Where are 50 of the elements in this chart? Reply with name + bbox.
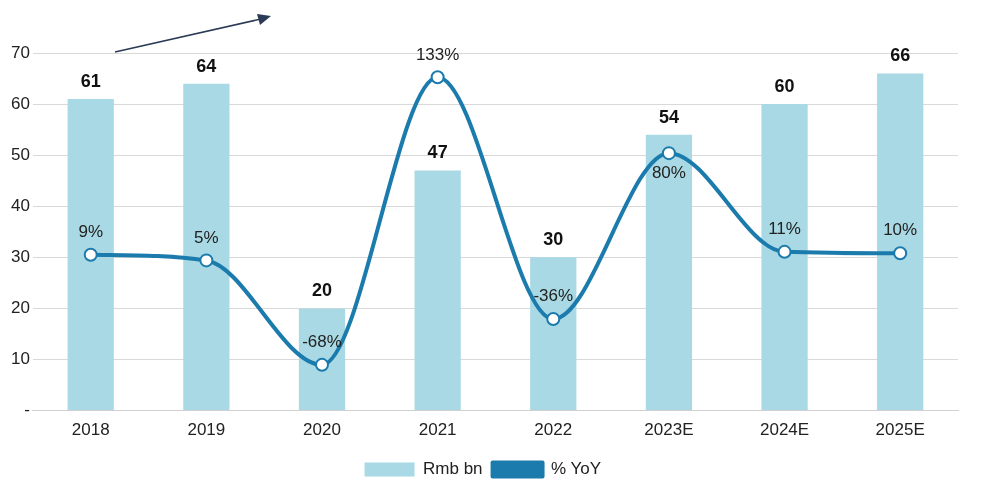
- y-tick-label: -: [24, 400, 30, 420]
- x-tick-label: 2022: [534, 420, 573, 440]
- x-tick-label: 2024E: [759, 420, 810, 440]
- point: [893, 246, 908, 261]
- data-label: 47: [427, 142, 448, 163]
- bar: [645, 134, 693, 411]
- legend-label: % YoY: [551, 459, 602, 479]
- bar: [877, 73, 924, 411]
- data-label: 20: [311, 280, 333, 301]
- y-tick-label: 10: [10, 349, 30, 369]
- x-tick-label: 2019: [187, 420, 226, 440]
- y-tick-label: 30: [10, 247, 30, 267]
- x-tick-label: 2021: [418, 420, 457, 440]
- point: [777, 244, 792, 259]
- data-label: 30: [543, 229, 564, 250]
- data-label: 10%: [883, 220, 918, 240]
- data-label: 9%: [78, 221, 104, 241]
- x-tick-label: 2025E: [875, 420, 925, 440]
- point: [83, 247, 98, 262]
- data-label: 64: [196, 55, 217, 76]
- data-label: 133%: [415, 44, 460, 64]
- data-label: 80%: [651, 163, 686, 183]
- data-label: -36%: [533, 286, 574, 306]
- bar: [414, 170, 461, 411]
- data-label: -68%: [302, 332, 342, 352]
- data-label: 60: [774, 76, 795, 97]
- y-tick-label: 70: [10, 42, 30, 62]
- bar: [530, 257, 577, 411]
- point: [430, 70, 445, 85]
- point: [315, 357, 329, 372]
- y-tick-label: 20: [10, 298, 30, 318]
- data-label: 11%: [768, 219, 801, 239]
- y-tick-label: 50: [10, 144, 30, 164]
- bar: [761, 104, 808, 411]
- data-label: 5%: [194, 227, 219, 247]
- x-tick-label: 2020: [303, 420, 341, 440]
- point: [546, 312, 561, 327]
- data-label: 54: [658, 106, 679, 127]
- point: [199, 253, 214, 268]
- y-tick-label: 40: [10, 195, 30, 215]
- bar: [67, 98, 114, 411]
- bar: [183, 83, 230, 411]
- y-tick-label: 60: [10, 93, 30, 113]
- data-label: 61: [80, 70, 101, 91]
- legend-label: Rmb bn: [423, 459, 483, 479]
- point: [661, 146, 676, 161]
- bar: [298, 308, 346, 411]
- x-tick-label: 2018: [71, 420, 110, 440]
- data-label: 66: [890, 45, 911, 66]
- x-tick-label: 2023E: [644, 420, 694, 440]
